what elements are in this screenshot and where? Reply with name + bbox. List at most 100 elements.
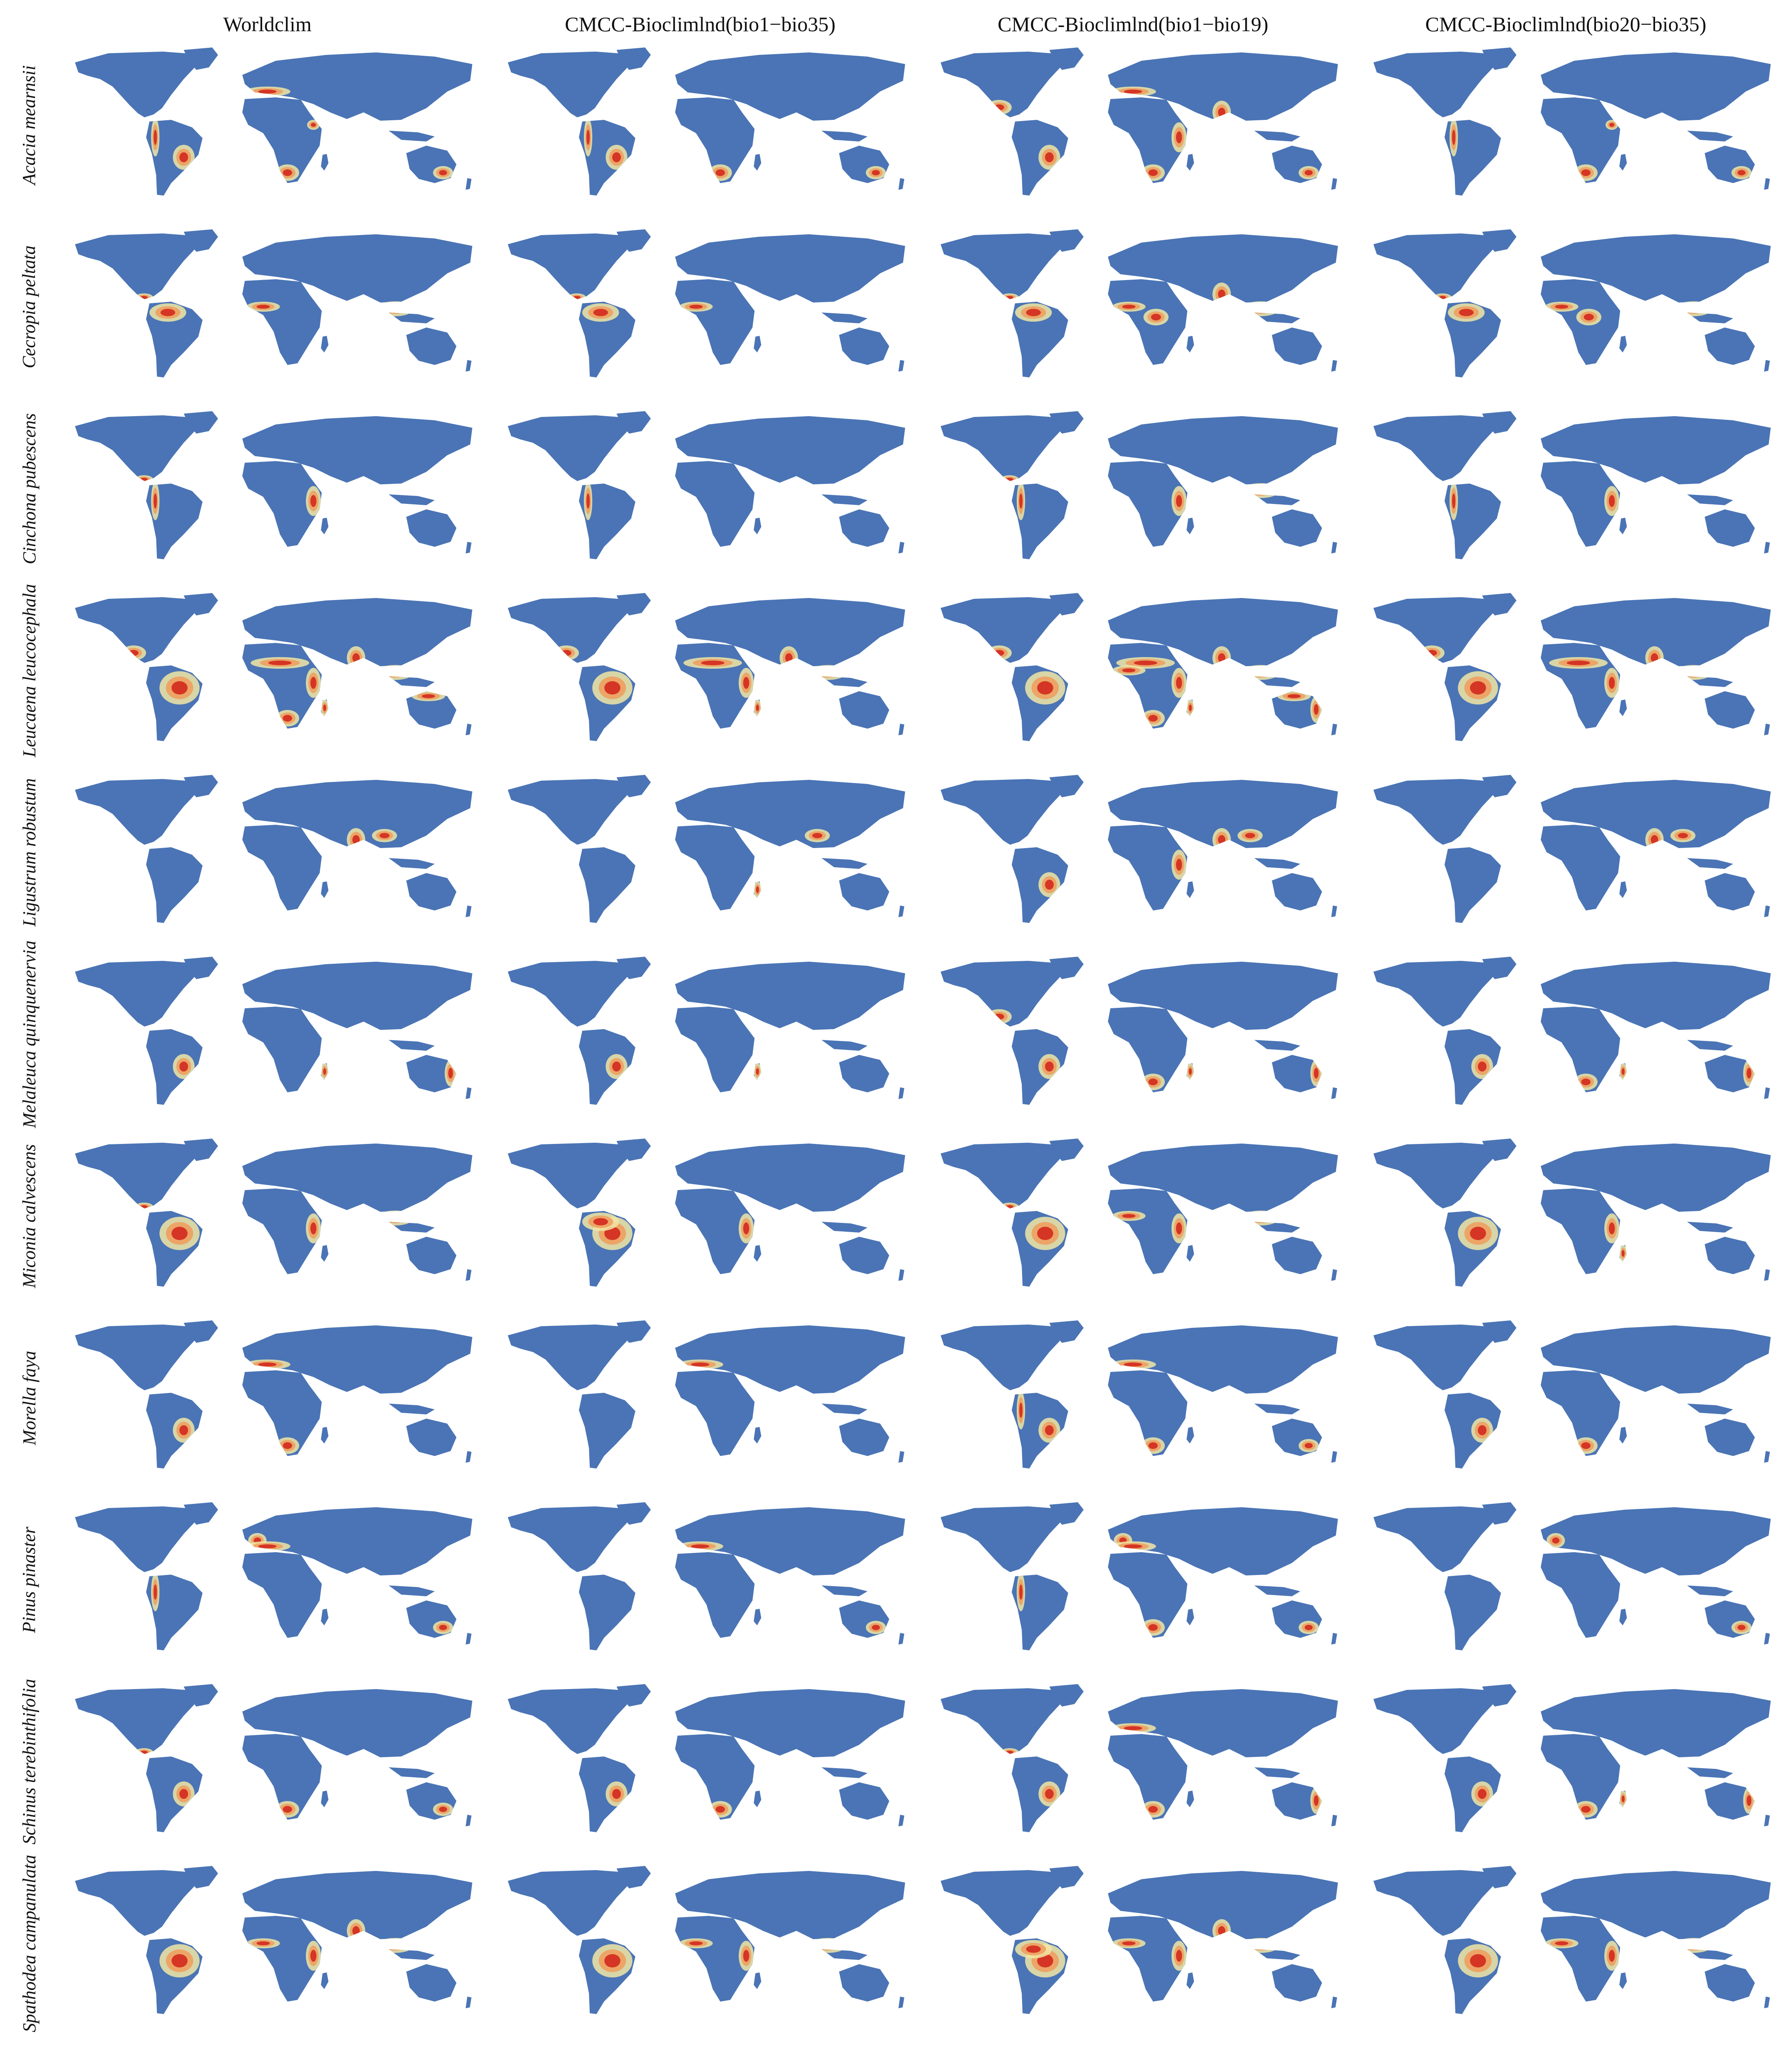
landmass-eurasia [1541,52,1771,121]
landmass-britain [253,1708,260,1720]
landmass-northamerica [1373,779,1495,845]
landmass-indonesia [821,1404,868,1414]
landmass-northamerica [75,52,196,117]
suitability-hotspot-india [1651,835,1658,845]
suitability-hotspot-brazil [1037,1954,1053,1967]
landmass-britain [253,1345,260,1356]
suitability-hotspot-eastafrica [1608,1222,1615,1235]
suitability-hotspot-amazon [593,309,608,316]
landmass-britain [1119,1163,1126,1174]
landmass-indonesia [821,1222,868,1233]
suitability-hotspot-southeastaustralia [1304,170,1313,176]
landmass-africa [1108,1916,1188,2002]
landmass-eurasia [1108,1144,1338,1212]
landmass-madagascar [754,1427,762,1444]
world-map [508,229,905,377]
map-panel [491,1864,909,2022]
map-panel [924,228,1342,386]
suitability-hotspot-madagascar [756,705,759,711]
landmass-britain [686,253,693,265]
landmass-newzealand [465,1269,472,1281]
landmass-greenland [1049,775,1084,797]
landmass-australia [839,1055,889,1092]
landmass-northamerica [941,415,1062,481]
landmass-africa [1541,1370,1621,1456]
landmass-greenland [1482,775,1516,797]
suitability-hotspot-andes [154,1584,157,1600]
suitability-hotspot-mediterranean [1124,1726,1142,1730]
landmass-greenland [184,1139,218,1161]
landmass-australia [1272,509,1322,547]
landmass-australia [839,1419,889,1456]
suitability-hotspot-seasia [382,303,408,314]
landmass-northamerica [75,233,196,299]
landmass-northamerica [75,597,196,663]
suitability-hotspot-eastaustralia [1314,704,1319,715]
landmass-indonesia [1687,1585,1733,1596]
map-panel [1357,46,1775,204]
landmass-indonesia [388,858,435,869]
world-map [508,411,905,559]
world-map [941,229,1338,377]
suitability-hotspot-southafrica [283,169,292,176]
suitability-hotspot-southeastaustralia [1737,170,1746,176]
landmass-africa [1108,1552,1188,1638]
suitability-hotspot-southafrica [1148,169,1158,176]
landmass-northamerica [941,1688,1062,1754]
landmass-southamerica [146,484,203,559]
landmass-britain [1119,1890,1126,1902]
landmass-indonesia [388,131,435,141]
world-map [1373,957,1771,1105]
landmass-japan [859,85,866,100]
row-label-species: Cecropia peltata [0,228,58,386]
species-name: Acacia mearnsii [19,65,40,185]
landmass-indonesia [1687,1404,1733,1414]
landmass-southamerica [1445,120,1501,196]
landmass-africa [1541,1552,1621,1638]
landmass-japan [426,1722,433,1737]
suitability-hotspot-seasia [1674,665,1713,680]
landmass-northamerica [75,1870,196,1936]
landmass-greenland [616,593,651,615]
landmass-newzealand [1331,542,1337,553]
landmass-northamerica [508,1325,629,1390]
suitability-hotspot-southeastaustralia [439,170,447,176]
landmass-africa [242,825,322,910]
suitability-hotspot-seasia [1241,483,1280,498]
landmass-southamerica [1012,1575,1068,1650]
suitability-hotspot-seasia [1253,305,1268,312]
landmass-newzealand [898,905,904,917]
suitability-hotspot-seasia [1248,485,1273,496]
landmass-britain [1551,981,1559,992]
suitability-hotspot-mediterranean [1124,1362,1142,1367]
suitability-hotspot-mediterranean [258,1544,277,1548]
landmass-indonesia [388,1767,435,1778]
landmass-eurasia [1541,1325,1771,1394]
suitability-hotspot-southbrazil [1045,1789,1054,1799]
landmass-newzealand [465,724,472,735]
landmass-japan [1292,1358,1299,1373]
world-map [75,1684,472,1832]
landmass-britain [1119,253,1126,265]
landmass-greenland [1049,411,1084,434]
suitability-hotspot-eastafrica [1608,1950,1615,1962]
landmass-northamerica [941,1870,1062,1936]
landmass-newzealand [1764,1815,1770,1826]
landmass-australia [839,1237,889,1274]
suitability-hotspot-andes [586,129,590,145]
suitability-hotspot-seasia [809,1938,847,1953]
suitability-hotspot-madagascar [1189,1068,1192,1075]
suitability-hotspot-india [1651,653,1658,663]
landmass-britain [686,1163,693,1174]
map-panel [58,1682,477,1841]
landmass-japan [1725,267,1732,282]
landmass-indonesia [1687,494,1733,505]
landmass-greenland [1049,1320,1084,1343]
suitability-hotspot-seasia [1248,667,1273,678]
landmass-madagascar [1186,1791,1194,1807]
suitability-hotspot-andes [1019,493,1023,509]
landmass-africa [675,97,755,183]
suitability-hotspot-brazil [604,681,620,695]
landmass-australia [839,509,889,547]
landmass-eurasia [675,1871,905,1939]
